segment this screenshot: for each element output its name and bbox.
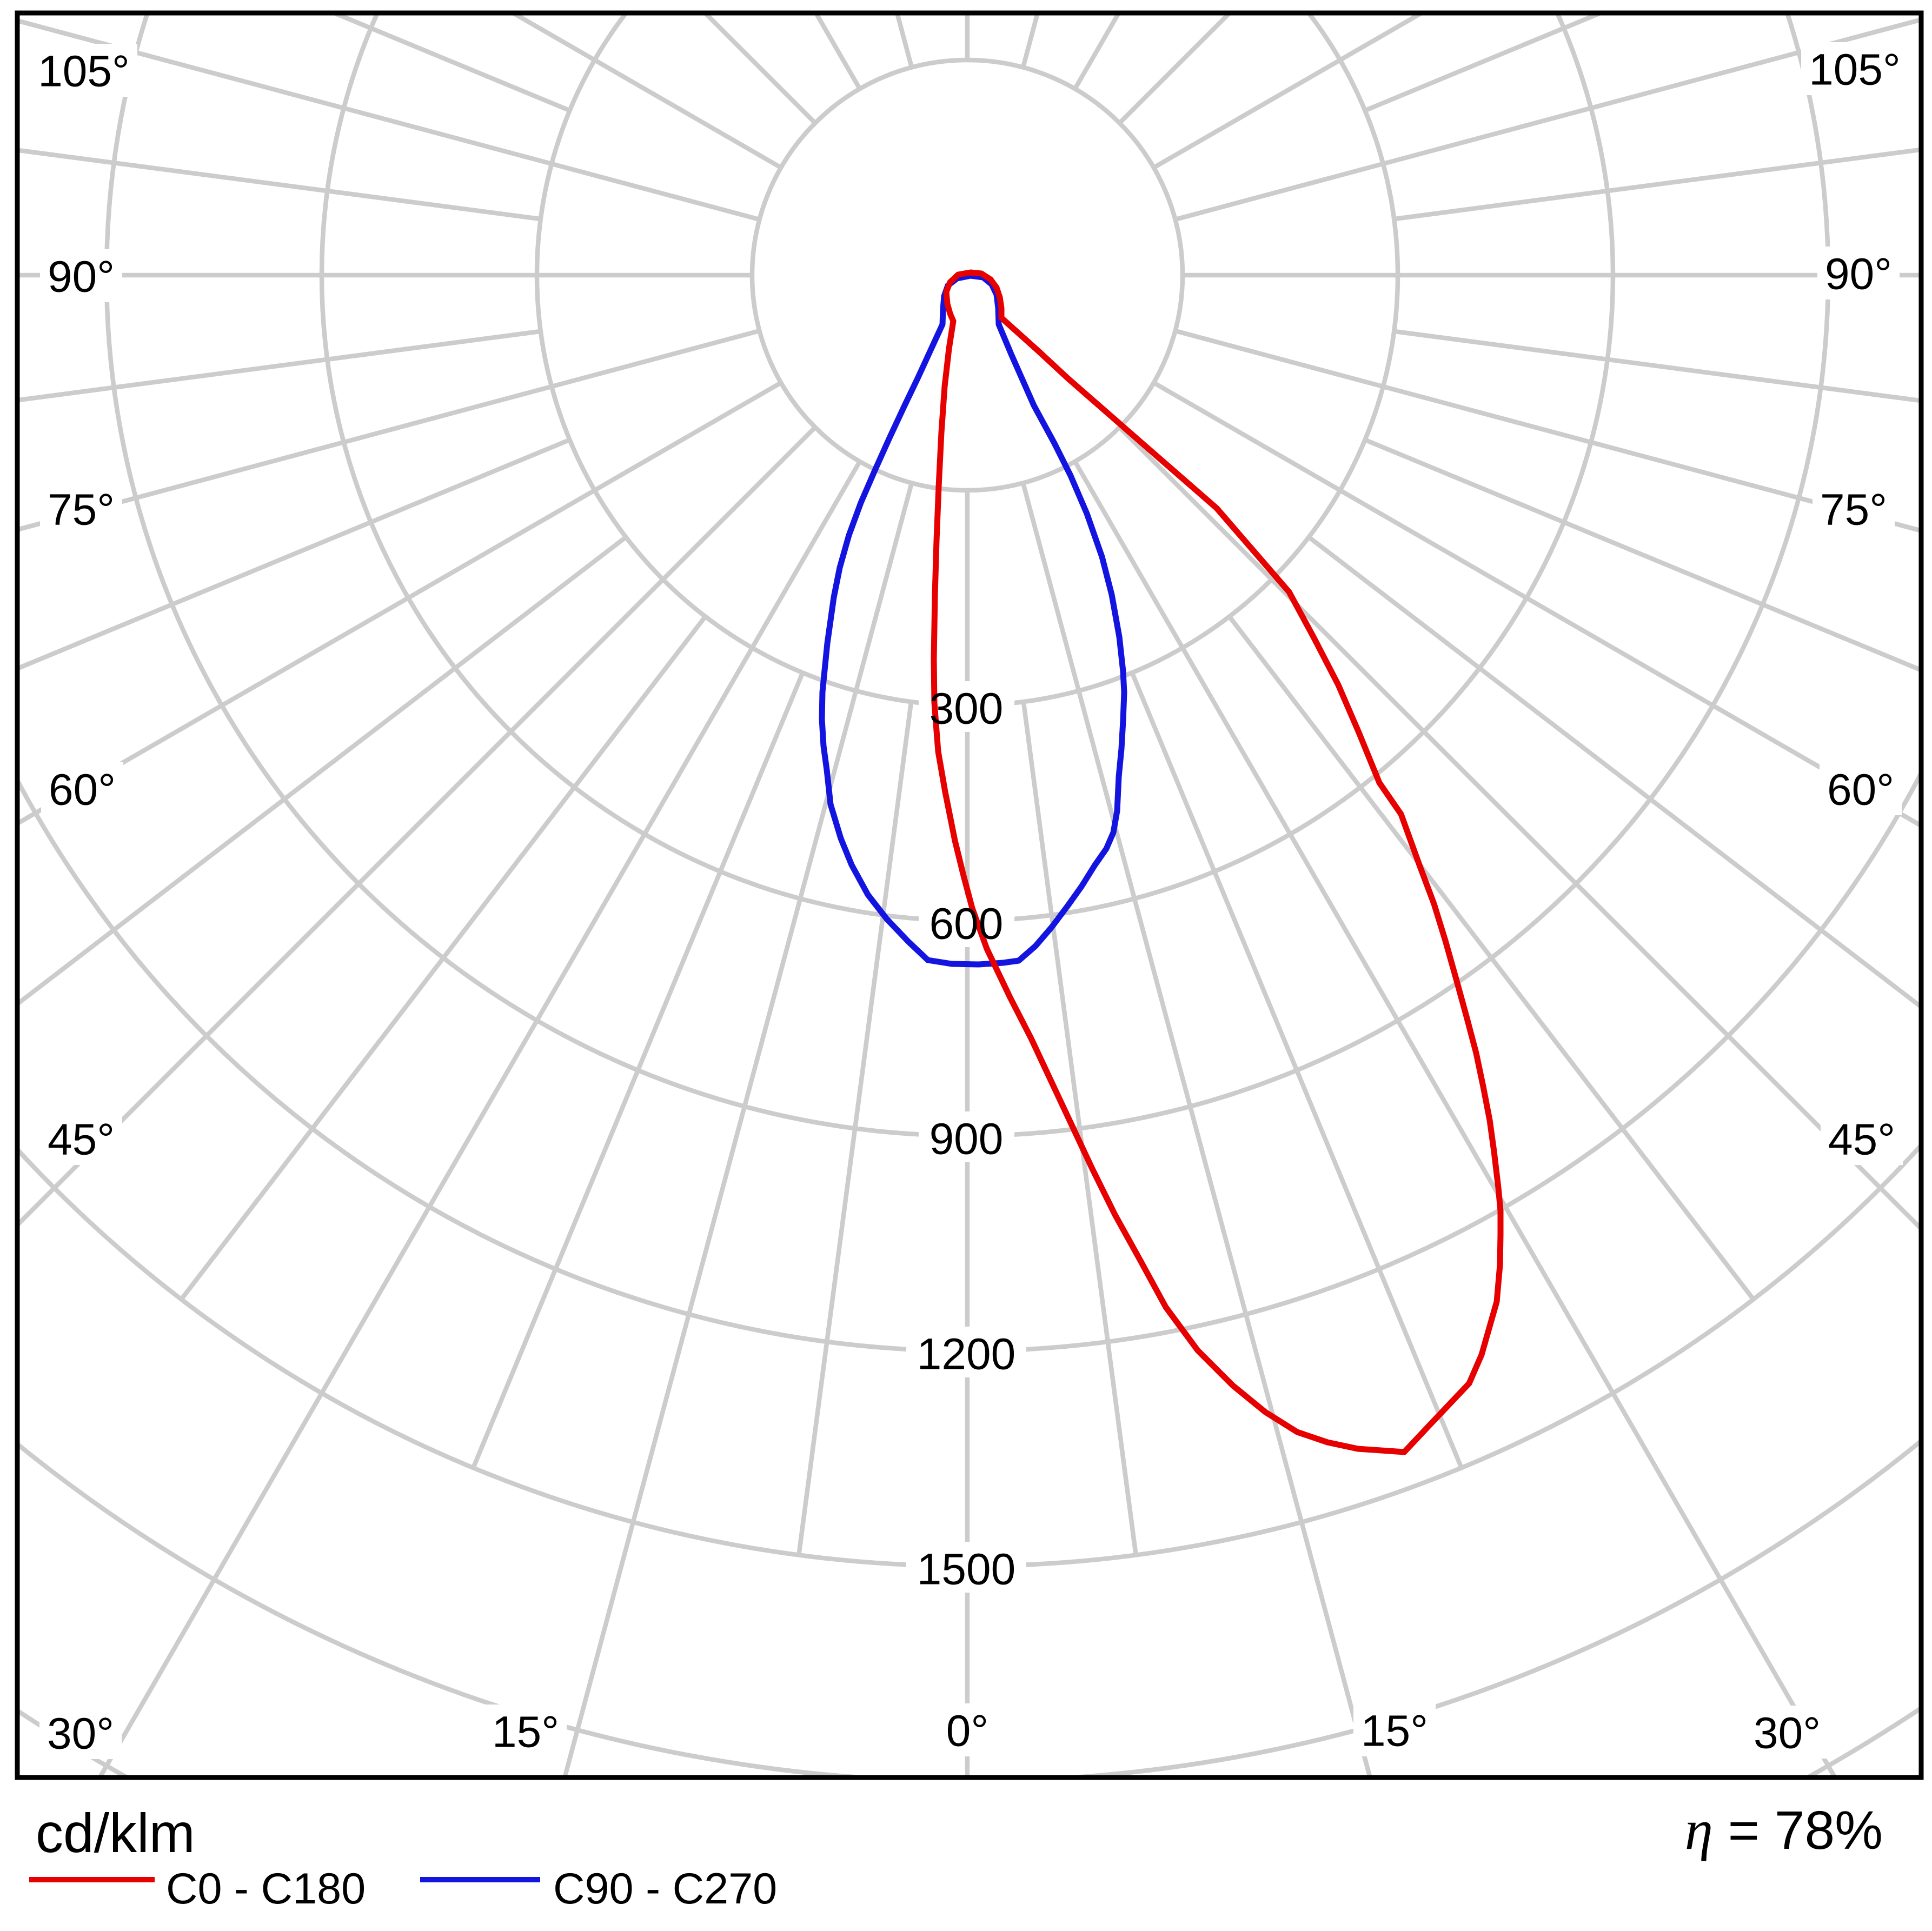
- svg-text:1500: 1500: [917, 1545, 1015, 1594]
- svg-text:600: 600: [930, 900, 1004, 949]
- svg-text:300: 300: [930, 684, 1004, 734]
- svg-text:900: 900: [930, 1115, 1004, 1164]
- svg-text:90°: 90°: [1825, 250, 1892, 299]
- svg-text:75°: 75°: [1820, 485, 1887, 535]
- svg-text:1200: 1200: [917, 1330, 1015, 1379]
- svg-text:75°: 75°: [48, 485, 115, 535]
- svg-text:15°: 15°: [1361, 1707, 1428, 1756]
- svg-text:60°: 60°: [1827, 765, 1894, 815]
- svg-text:15°: 15°: [492, 1708, 559, 1757]
- svg-text:45°: 45°: [48, 1115, 115, 1164]
- svg-text:45°: 45°: [1828, 1115, 1895, 1164]
- svg-text:60°: 60°: [49, 765, 116, 815]
- svg-text:30°: 30°: [1754, 1709, 1821, 1758]
- svg-text:η = 78%: η = 78%: [1685, 1798, 1883, 1861]
- svg-text:C90 - C270: C90 - C270: [553, 1865, 777, 1913]
- svg-text:C0 - C180: C0 - C180: [166, 1865, 366, 1913]
- svg-text:30°: 30°: [47, 1709, 114, 1759]
- svg-text:90°: 90°: [48, 252, 115, 302]
- svg-text:105°: 105°: [1809, 45, 1901, 95]
- svg-text:105°: 105°: [38, 47, 130, 96]
- svg-text:0°: 0°: [946, 1707, 988, 1756]
- svg-text:cd/klm: cd/klm: [36, 1802, 195, 1864]
